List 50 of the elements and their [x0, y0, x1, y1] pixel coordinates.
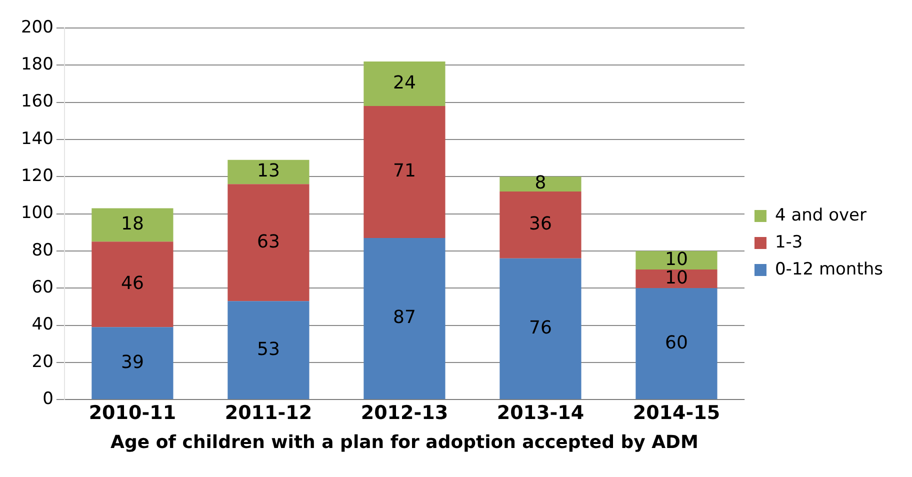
- y-tick-label: 80: [32, 240, 54, 260]
- bar: [228, 160, 310, 184]
- bar: [92, 208, 174, 242]
- data-label: 18: [121, 214, 144, 235]
- data-label: 10: [665, 268, 688, 288]
- bar: [500, 192, 582, 258]
- bar: [500, 176, 582, 192]
- bar: [228, 301, 310, 400]
- y-tick-label: 140: [20, 128, 54, 149]
- y-tick-label: 160: [20, 92, 54, 112]
- y-tick-label: 100: [20, 203, 54, 224]
- bar: [228, 184, 310, 302]
- data-label: 8: [534, 172, 546, 194]
- x-tick-label: 2013-14: [496, 402, 584, 424]
- data-label: 71: [393, 160, 416, 182]
- data-label: 36: [529, 214, 552, 235]
- y-tick-label: 0: [42, 389, 54, 410]
- y-tick-label: 120: [20, 166, 54, 186]
- data-label: 24: [393, 72, 416, 94]
- legend-label: 1-3: [774, 232, 803, 252]
- legend-label: 4 and over: [774, 205, 867, 226]
- x-tick-label: 2014-15: [632, 402, 720, 424]
- bar: [636, 288, 718, 400]
- data-label: 46: [121, 273, 144, 294]
- x-axis-title: Age of children with a plan for adoption accepted by ADM: [110, 432, 698, 453]
- bar: [364, 238, 446, 400]
- data-label: 63: [257, 231, 280, 252]
- x-tick-label: 2011-12: [224, 402, 312, 424]
- y-tick-label: 20: [32, 352, 54, 372]
- data-label: 13: [257, 160, 280, 182]
- bar: [364, 106, 446, 238]
- bar: [92, 242, 174, 328]
- y-tick-label: 200: [20, 17, 54, 38]
- bar: [364, 61, 446, 106]
- data-label: 39: [121, 352, 144, 373]
- bar: [92, 327, 174, 400]
- y-tick-label: 40: [32, 314, 54, 335]
- data-label: 53: [257, 338, 280, 360]
- x-tick-label: 2012-13: [360, 402, 448, 424]
- data-label: 10: [665, 248, 688, 270]
- bar: [636, 270, 718, 288]
- data-label: 87: [393, 307, 416, 328]
- x-tick-label: 2010-11: [88, 402, 176, 424]
- bar: [636, 250, 718, 270]
- legend-label: 0-12 months: [774, 259, 884, 280]
- data-label: 60: [665, 332, 688, 354]
- bar: [500, 258, 582, 400]
- data-label: 76: [529, 317, 552, 338]
- y-tick-label: 180: [20, 54, 54, 75]
- y-tick-label: 60: [32, 278, 54, 298]
